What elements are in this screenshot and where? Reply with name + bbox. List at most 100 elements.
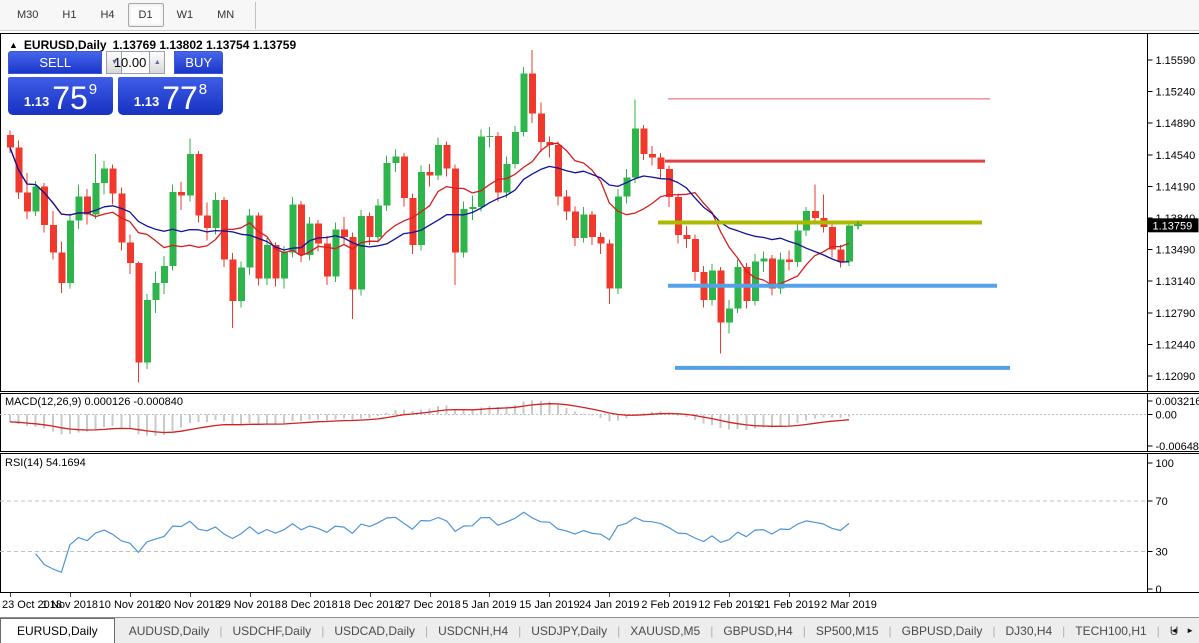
date-label: 23 Oct 2018 xyxy=(2,599,62,611)
tab-separator: | xyxy=(425,623,429,638)
tab-separator: | xyxy=(992,623,996,638)
volume-input[interactable]: 10.00 xyxy=(114,51,150,74)
tab-separator: | xyxy=(617,623,621,638)
sell-button[interactable]: SELL xyxy=(8,51,103,74)
svg-text:1.12090: 1.12090 xyxy=(1156,371,1196,383)
svg-text:100: 100 xyxy=(1156,458,1174,470)
date-label: 27 Dec 2018 xyxy=(398,599,461,611)
volume-increase-button[interactable]: ▲ xyxy=(149,51,166,74)
toolbar-separator xyxy=(255,1,257,29)
date-label: 12 Feb 2019 xyxy=(698,599,761,611)
date-label: 15 Jan 2019 xyxy=(519,599,580,611)
tab-audusd-daily[interactable]: AUDUSD,Daily xyxy=(128,623,210,638)
date-label: 24 Jan 2019 xyxy=(579,599,640,611)
tab-usdjpy-daily[interactable]: USDJPY,Daily xyxy=(531,623,608,638)
tab-separator: | xyxy=(802,623,806,638)
rsi-line xyxy=(35,511,850,573)
svg-text:1.12440: 1.12440 xyxy=(1156,339,1196,351)
timeframe-m30[interactable]: M30 xyxy=(17,9,39,21)
svg-text:1.14890: 1.14890 xyxy=(1156,118,1196,130)
date-label: 10 Nov 2018 xyxy=(98,599,162,611)
date-label: 21 Feb 2019 xyxy=(758,599,820,611)
tab-u[interactable]: U xyxy=(1169,623,1179,638)
svg-text:30: 30 xyxy=(1156,547,1168,559)
time-tick xyxy=(669,593,671,597)
tab-gbpusd-h4[interactable]: GBPUSD,H4 xyxy=(723,623,793,638)
tab-separator: | xyxy=(710,623,714,638)
timeframe-toolbar: M30 H1 H4 D1 W1 MN xyxy=(0,0,1199,31)
current-close-marker xyxy=(854,221,862,230)
macd-signal-line xyxy=(9,403,850,434)
svg-text:0.003216: 0.003216 xyxy=(1156,396,1199,408)
chart-ohlc-values: 1.13769 1.13802 1.13754 1.13759 xyxy=(112,38,297,52)
svg-text:1.12790: 1.12790 xyxy=(1156,308,1196,320)
time-axis[interactable]: 23 Oct 2018 1 Nov 2018 10 Nov 2018 20 Nov 2… xyxy=(0,593,1199,617)
macd-histogram xyxy=(9,400,850,436)
tab-separator: | xyxy=(321,623,325,638)
svg-text:1.15590: 1.15590 xyxy=(1156,55,1196,67)
tab-separator: | xyxy=(1062,623,1066,638)
tab-usdchf-daily[interactable]: USDCHF,Daily xyxy=(232,623,312,638)
tab-xauusd-m5[interactable]: XAUUSD,M5 xyxy=(630,623,701,638)
tab-gbpusd-daily[interactable]: GBPUSD,Daily xyxy=(901,623,983,638)
time-tick xyxy=(189,593,191,597)
main-chart-canvas[interactable]: 1.15590 1.15240 1.14890 1.14540 1.14190 1.13 8… xyxy=(0,33,1199,392)
date-label: 20 Nov 2018 xyxy=(158,599,221,611)
chart-title: ▲ EURUSD,Daily 1.13769 1.13802 1.13754 1… xyxy=(9,38,296,52)
tab-separator: | xyxy=(518,623,522,638)
tab-sp500-m15[interactable]: SP500,M15 xyxy=(815,623,879,638)
date-label: 18 Dec 2018 xyxy=(338,599,401,611)
ask-price-box[interactable]: 1.13 77 8 xyxy=(118,77,223,115)
date-label: 2 Mar 2019 xyxy=(821,599,877,611)
ma-slow-line xyxy=(9,147,850,263)
timeframe-w1[interactable]: W1 xyxy=(176,9,194,21)
svg-text:0: 0 xyxy=(1156,584,1162,593)
rsi-indicator-label: RSI(14) 54.1694 xyxy=(5,457,86,469)
macd-indicator-label: MACD(12,26,9) 0.000126 -0.000840 xyxy=(5,396,183,408)
svg-text:-0.006485: -0.006485 xyxy=(1156,441,1199,452)
time-tick xyxy=(249,593,251,597)
symbol-tab-bar: EURUSD,Daily AUDUSD,Daily | USDCHF,Daily | US… xyxy=(0,617,1199,643)
timeframe-h1[interactable]: H1 xyxy=(62,9,77,21)
tab-dj30-h4[interactable]: DJ30,H4 xyxy=(1005,623,1053,638)
tab-usdcad-daily[interactable]: USDCAD,Daily xyxy=(334,623,415,638)
rsi-panel-canvas[interactable]: 100 70 30 0 xyxy=(0,453,1199,593)
macd-panel-canvas[interactable]: 0.003216 0.00 -0.006485 xyxy=(0,393,1199,452)
timeframe-h4[interactable]: H4 xyxy=(100,9,115,21)
svg-text:1.15240: 1.15240 xyxy=(1156,87,1196,99)
time-tick xyxy=(10,593,11,597)
tab-tech100-h1[interactable]: TECH100,H1 xyxy=(1075,623,1147,638)
timeframe-mn[interactable]: MN xyxy=(217,9,235,21)
time-tick xyxy=(369,593,371,597)
svg-text:1.13140: 1.13140 xyxy=(1156,276,1196,288)
spin-down-icon: ▼ xyxy=(110,59,118,66)
time-tick xyxy=(549,593,551,597)
tab-separator: | xyxy=(219,623,223,638)
time-tick xyxy=(789,593,791,597)
bid-price-big: 75 xyxy=(52,79,88,116)
collapse-triangle-icon[interactable]: ▲ xyxy=(9,40,18,50)
tab-usdcnh-h4[interactable]: USDCNH,H4 xyxy=(438,623,509,638)
tab-eurusd-daily[interactable]: EURUSD,Daily xyxy=(0,618,115,643)
tab-scroll-buttons: ◄ ► xyxy=(1170,618,1196,643)
ask-price-sup: 8 xyxy=(198,81,208,98)
tabs-scroll-left-icon[interactable]: ◄ xyxy=(1170,626,1179,635)
buy-button[interactable]: BUY xyxy=(174,51,224,74)
time-tick xyxy=(849,593,850,597)
bid-price-box[interactable]: 1.13 75 9 xyxy=(8,77,113,115)
bid-price-small: 1.13 xyxy=(23,94,50,109)
timeframe-buttons: M30 H1 H4 D1 W1 MN xyxy=(6,3,245,27)
time-tick xyxy=(69,593,71,597)
tab-separator: | xyxy=(1156,623,1160,638)
volume-decrease-button[interactable]: ▼ xyxy=(106,51,123,74)
date-label: 8 Dec 2018 xyxy=(281,599,338,611)
tabs-scroll-right-icon[interactable]: ► xyxy=(1186,626,1194,635)
tab-separator: | xyxy=(888,623,892,638)
svg-text:1.14540: 1.14540 xyxy=(1156,150,1196,162)
svg-text:0.00: 0.00 xyxy=(1156,410,1177,422)
timeframe-d1[interactable]: D1 xyxy=(127,3,164,27)
svg-text:70: 70 xyxy=(1156,496,1168,508)
one-click-trade-panel: SELL ▼ 10.00 ▲ BUY 1.13 75 9 1.13 77 8 xyxy=(8,51,224,115)
ma-fast-line xyxy=(9,142,850,286)
